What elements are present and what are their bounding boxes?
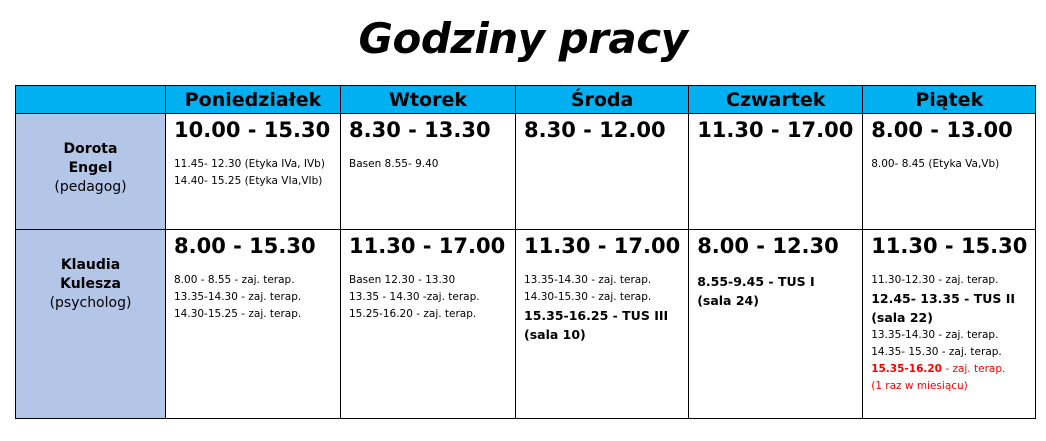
- schedule-cell: 11.30 - 17.00 Basen 12.30 - 13.30 13.35 - …: [340, 229, 516, 419]
- schedule-cell: 8.30 - 12.00: [514, 113, 690, 230]
- work-hours: 8.30 - 12.00: [524, 118, 666, 142]
- day-header: Wtorek: [340, 85, 516, 114]
- employee-last-name: Engel: [68, 160, 113, 176]
- activity-line: (sala 22): [871, 308, 1027, 327]
- activity-text: 8.55-9.45 - TUS I: [697, 274, 815, 289]
- activity-text: 13.35-14.30 - zaj. terap.: [524, 274, 652, 286]
- work-hours: 11.30 - 17.00: [697, 118, 854, 142]
- schedule-cell: 8.00 - 13.00 8.00- 8.45 (Etyka Va,Vb): [862, 113, 1037, 230]
- activity-line: 13.35-14.30 - zaj. terap.: [174, 289, 332, 306]
- activity-line: 11.30-12.30 - zaj. terap.: [871, 272, 1027, 289]
- activity-line: 13.35 - 14.30 -zaj. terap.: [349, 289, 507, 306]
- day-header: Piątek: [862, 85, 1037, 114]
- activity-text: 14.30-15.25 - zaj. terap.: [174, 308, 302, 320]
- activity-line: 15.35-16.20 - zaj. terap.: [871, 361, 1027, 378]
- activity-line: (sala 10): [524, 325, 680, 344]
- header-blank: [15, 85, 166, 114]
- employee-role: (psycholog): [49, 295, 132, 311]
- activity-text: 14.30-15.30 - zaj. terap.: [524, 291, 652, 303]
- activity-line: Basen 8.55- 9.40: [349, 156, 507, 173]
- work-hours: 8.00 - 13.00: [871, 118, 1013, 142]
- activity-text: (sala 22): [871, 310, 933, 325]
- day-header: Czwartek: [688, 85, 864, 114]
- activity-text: 11.30-12.30 - zaj. terap.: [871, 274, 999, 286]
- activity-line: 8.00- 8.45 (Etyka Va,Vb): [871, 156, 1027, 173]
- activity-text: 12.45- 13.35 - TUS II: [871, 291, 1016, 306]
- employee-last-name: Kulesza: [60, 276, 121, 292]
- activity-text: (1 raz w miesiącu): [871, 380, 968, 392]
- activity-text: 15.25-16.20 - zaj. terap.: [349, 308, 477, 320]
- activity-text: 15.35-16.25 - TUS III: [524, 308, 669, 323]
- work-hours: 11.30 - 15.30: [871, 234, 1028, 258]
- employee-role: (pedagog): [54, 179, 127, 195]
- activity-text: 11.45- 12.30 (Etyka IVa, IVb): [174, 158, 325, 170]
- employee-name-cell: Klaudia Kulesza (psycholog): [15, 229, 166, 419]
- activity-text: (sala 10): [524, 327, 586, 342]
- activity-line: Basen 12.30 - 13.30: [349, 272, 507, 289]
- activity-text: (sala 24): [697, 293, 759, 308]
- employee-first-name: Dorota: [63, 141, 118, 157]
- activity-line: 14.30-15.25 - zaj. terap.: [174, 306, 332, 323]
- activity-text: 13.35-14.30 - zaj. terap.: [871, 329, 999, 341]
- activity-line: 8.55-9.45 - TUS I: [697, 272, 854, 291]
- day-header: Poniedziałek: [165, 85, 341, 114]
- work-hours: 8.00 - 12.30: [697, 234, 839, 258]
- work-hours: 10.00 - 15.30: [174, 118, 331, 142]
- activity-text: 8.00- 8.45 (Etyka Va,Vb): [871, 158, 1000, 170]
- activity-line: 15.25-16.20 - zaj. terap.: [349, 306, 507, 323]
- activity-text: - zaj. terap.: [941, 363, 1006, 375]
- activity-line: 12.45- 13.35 - TUS II: [871, 289, 1027, 308]
- activity-text: Basen 8.55- 9.40: [349, 158, 439, 170]
- activity-line: (1 raz w miesiącu): [871, 378, 1027, 395]
- activity-line: 13.35-14.30 - zaj. terap.: [524, 272, 680, 289]
- schedule-cell: 10.00 - 15.30 11.45- 12.30 (Etyka IVa, IV…: [165, 113, 341, 230]
- activity-line: 14.40- 15.25 (Etyka VIa,VIb): [174, 173, 332, 190]
- activity-text: 15.35-16.20: [871, 363, 942, 375]
- employee-name-cell: Dorota Engel (pedagog): [15, 113, 166, 230]
- activity-text: 14.35- 15.30 - zaj. terap.: [871, 346, 1002, 358]
- activity-text: 13.35 - 14.30 -zaj. terap.: [349, 291, 480, 303]
- activity-text: 14.40- 15.25 (Etyka VIa,VIb): [174, 175, 323, 187]
- schedule-table: Poniedziałek Wtorek Środa Czwartek Piątek Do…: [15, 85, 1037, 419]
- activity-line: 13.35-14.30 - zaj. terap.: [871, 327, 1027, 344]
- work-hours: 11.30 - 17.00: [349, 234, 506, 258]
- schedule-row: Dorota Engel (pedagog) 10.00 - 15.30 11.45- …: [15, 113, 1037, 230]
- schedule-cell: 11.30 - 17.00 13.35-14.30 - zaj. terap. 14…: [514, 229, 690, 419]
- activity-line: 14.30-15.30 - zaj. terap.: [524, 289, 680, 306]
- activity-text: 13.35-14.30 - zaj. terap.: [174, 291, 302, 303]
- activity-line: 15.35-16.25 - TUS III: [524, 306, 680, 325]
- schedule-row: Klaudia Kulesza (psycholog) 8.00 - 15.30 8.0…: [15, 229, 1037, 419]
- work-hours: 11.30 - 17.00: [524, 234, 681, 258]
- activity-text: 8.00 - 8.55 - zaj. terap.: [174, 274, 295, 286]
- activity-text: Basen 12.30 - 13.30: [349, 274, 456, 286]
- activity-line: 11.45- 12.30 (Etyka IVa, IVb): [174, 156, 332, 173]
- activity-line: 14.35- 15.30 - zaj. terap.: [871, 344, 1027, 361]
- schedule-cell: 8.00 - 12.30 8.55-9.45 - TUS I (sala 24): [688, 229, 864, 419]
- activity-line: 8.00 - 8.55 - zaj. terap.: [174, 272, 332, 289]
- schedule-cell: 8.00 - 15.30 8.00 - 8.55 - zaj. terap. 13.…: [165, 229, 341, 419]
- activity-line: (sala 24): [697, 291, 854, 310]
- page-title: Godziny pracy: [358, 14, 688, 63]
- work-hours: 8.30 - 13.30: [349, 118, 491, 142]
- schedule-cell: 8.30 - 13.30 Basen 8.55- 9.40: [340, 113, 516, 230]
- day-header: Środa: [514, 85, 690, 114]
- work-hours: 8.00 - 15.30: [174, 234, 316, 258]
- schedule-cell: 11.30 - 15.30 11.30-12.30 - zaj. terap. 12…: [862, 229, 1037, 419]
- employee-first-name: Klaudia: [60, 257, 121, 273]
- schedule-cell: 11.30 - 17.00: [688, 113, 864, 230]
